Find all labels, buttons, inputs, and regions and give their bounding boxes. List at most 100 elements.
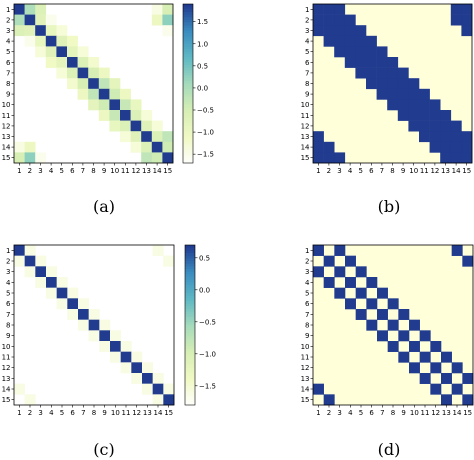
- y-tick-label: 15: [301, 396, 310, 404]
- heatmap-cell: [14, 14, 25, 26]
- heatmap-cell: [398, 330, 410, 342]
- heatmap-cell: [397, 110, 409, 121]
- colorbar-segment: [185, 277, 195, 281]
- x-tick-label: 14: [153, 167, 162, 175]
- colorbar-segment: [183, 147, 193, 151]
- heatmap-cell: [141, 110, 153, 121]
- heatmap-cell: [440, 110, 452, 121]
- y-tick-label: 10: [301, 343, 310, 351]
- y-tick-label: 9: [305, 332, 309, 340]
- x-tick-label: 2: [327, 167, 331, 175]
- heatmap-cell: [441, 394, 452, 406]
- heatmap-cell: [24, 266, 36, 278]
- colorbar-frame: [182, 3, 194, 164]
- heatmap-cell: [387, 88, 399, 100]
- heatmap-cell: [441, 373, 452, 384]
- y-tick-label: 4: [305, 38, 310, 46]
- heatmap-cell: [24, 394, 36, 406]
- x-tick-label: 14: [453, 409, 462, 417]
- heatmap-cell: [398, 309, 410, 320]
- x-tick-label: 6: [70, 167, 75, 175]
- heatmap-cell: [163, 394, 175, 406]
- colorbar-segment: [183, 144, 193, 148]
- heatmap-cell: [313, 245, 324, 256]
- colorbar-segment: [183, 17, 193, 21]
- x-tick-label: 7: [380, 167, 384, 175]
- colorbar-segment: [185, 250, 195, 254]
- colorbar-tick-label: 1.5: [197, 18, 208, 26]
- heatmap-cell: [99, 341, 111, 352]
- heatmap-cell: [35, 255, 47, 267]
- x-tick-label: 12: [131, 167, 140, 175]
- heatmap-cell: [131, 362, 143, 374]
- colorbar-segment: [183, 104, 193, 108]
- y-tick-label: 6: [6, 59, 11, 67]
- y-tick-label: 2: [305, 258, 309, 266]
- heatmap-cell: [162, 4, 174, 15]
- colorbar-segment: [185, 330, 195, 334]
- y-tick-label: 1: [305, 6, 309, 14]
- x-tick-label: 14: [452, 167, 461, 175]
- x-tick-label: 5: [358, 167, 362, 175]
- x-tick-label: 14: [154, 409, 163, 417]
- heatmap-cell: [334, 266, 346, 278]
- x-tick-label: 9: [102, 409, 106, 417]
- x-tick-label: 4: [348, 167, 353, 175]
- heatmap-cell: [142, 373, 153, 384]
- y-tick-label: 7: [6, 311, 10, 319]
- colorbar-segment: [183, 38, 193, 42]
- colorbar-segment: [183, 149, 193, 153]
- x-tick-label: 11: [421, 409, 430, 417]
- x-tick-label: 2: [327, 409, 331, 417]
- colorbar-tick-label: 1.0: [197, 40, 208, 48]
- colorbar-segment: [185, 309, 195, 313]
- heatmap-cell: [56, 46, 68, 58]
- heatmap-cell: [355, 57, 367, 68]
- y-tick-label: 9: [6, 91, 10, 99]
- heatmap-cell: [14, 25, 25, 37]
- colorbar-segment: [185, 301, 195, 305]
- heatmap-cell: [77, 67, 89, 79]
- heatmap-cell: [450, 141, 462, 153]
- y-tick-label: 2: [6, 258, 10, 266]
- colorbar-segment: [183, 49, 193, 53]
- heatmap-cell: [323, 255, 335, 267]
- x-tick-label: 5: [60, 409, 64, 417]
- heatmap-cell: [78, 309, 89, 320]
- colorbar-segment: [183, 25, 193, 29]
- heatmap-cell: [377, 287, 388, 299]
- colorbar-segment: [183, 11, 193, 15]
- x-tick-label: 8: [92, 409, 96, 417]
- heatmap-cell: [109, 99, 121, 111]
- heatmap-cell: [462, 373, 474, 384]
- heatmap-cell: [120, 88, 131, 100]
- heatmap-cell: [35, 25, 47, 37]
- heatmap-cell: [366, 57, 377, 68]
- heatmap-cell: [141, 131, 153, 143]
- heatmap-cell: [355, 309, 367, 320]
- heatmap-cell: [377, 309, 388, 320]
- colorbar-segment: [183, 14, 193, 18]
- heatmap-cell: [14, 152, 25, 164]
- heatmap-cell: [109, 88, 121, 100]
- heatmap-cell: [334, 25, 346, 37]
- heatmap-cell: [130, 141, 142, 153]
- heatmap-cell: [110, 330, 121, 342]
- heatmap-cell: [142, 383, 153, 395]
- heatmap-cell: [387, 78, 399, 90]
- heatmap-cell: [313, 383, 324, 395]
- colorbar-segment: [185, 394, 195, 398]
- heatmap-cell: [387, 67, 399, 79]
- heatmap-cell: [462, 255, 474, 267]
- heatmap-cell: [451, 383, 463, 395]
- y-tick-label: 14: [2, 386, 11, 394]
- heatmap-cell: [151, 131, 163, 143]
- colorbar-segment: [183, 43, 193, 47]
- heatmap-cell: [120, 131, 131, 143]
- heatmap-cell: [46, 277, 57, 288]
- y-tick-label: 7: [6, 69, 10, 77]
- colorbar-segment: [183, 136, 193, 140]
- colorbar-segment: [185, 389, 195, 393]
- heatmap-cell: [366, 78, 377, 90]
- heatmap-cell: [344, 14, 356, 26]
